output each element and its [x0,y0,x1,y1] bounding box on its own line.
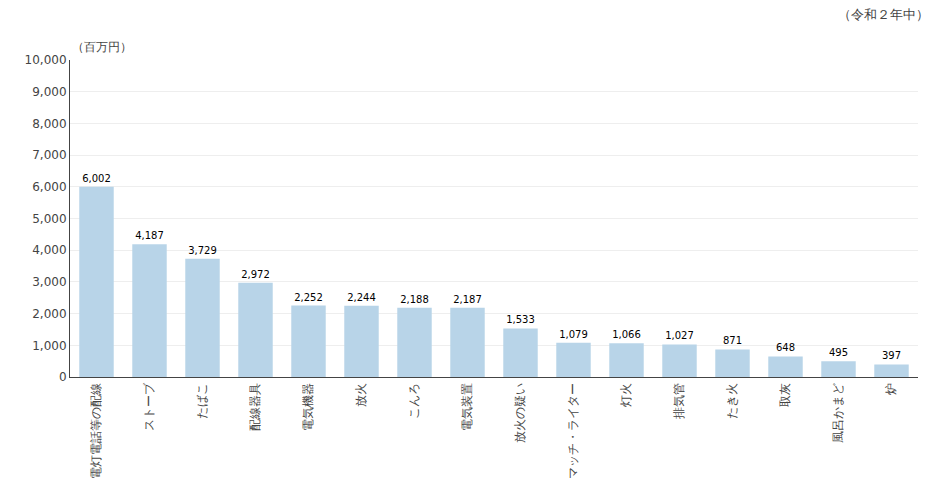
svg-text:放火: 放火 [354,383,368,407]
svg-text:10,000: 10,000 [25,53,67,67]
svg-text:6,002: 6,002 [82,173,111,184]
svg-text:放火の疑い: 放火の疑い [513,383,527,443]
svg-text:（令和２年中）: （令和２年中） [838,7,929,22]
svg-text:648: 648 [776,342,795,353]
svg-text:1,079: 1,079 [559,329,588,340]
svg-text:2,187: 2,187 [453,294,482,305]
svg-text:2,000: 2,000 [32,307,66,321]
svg-text:2,188: 2,188 [400,294,429,305]
svg-text:たき火: たき火 [725,383,739,419]
svg-text:1,066: 1,066 [612,329,641,340]
svg-text:こんろ: こんろ [407,383,421,419]
svg-text:2,252: 2,252 [294,292,323,303]
svg-text:電灯電話等の配線: 電灯電話等の配線 [89,383,103,479]
svg-text:397: 397 [882,350,901,361]
svg-text:7,000: 7,000 [32,148,66,162]
svg-text:495: 495 [829,347,848,358]
svg-text:炉: 炉 [884,383,898,395]
svg-text:3,000: 3,000 [32,275,66,289]
svg-text:（百万円）: （百万円） [72,40,132,54]
svg-text:6,000: 6,000 [32,180,66,194]
svg-text:1,533: 1,533 [506,314,535,325]
svg-text:1,000: 1,000 [32,339,66,353]
svg-text:871: 871 [723,335,742,346]
svg-text:4,187: 4,187 [135,230,164,241]
svg-text:マッチ・ライター: マッチ・ライター [566,383,580,479]
svg-text:排気管: 排気管 [672,383,686,419]
svg-text:9,000: 9,000 [32,85,66,99]
svg-text:1,027: 1,027 [665,330,694,341]
svg-text:電気機器: 電気機器 [301,383,315,431]
svg-text:電気装置: 電気装置 [460,383,474,431]
svg-text:風呂かまど: 風呂かまど [831,383,845,443]
svg-text:4,000: 4,000 [32,243,66,257]
svg-text:灯火: 灯火 [619,383,633,407]
svg-text:たばこ: たばこ [195,383,209,419]
svg-text:2,244: 2,244 [347,292,376,303]
svg-text:配線器具: 配線器具 [248,383,262,431]
svg-text:3,729: 3,729 [188,245,217,256]
svg-text:取灰: 取灰 [778,383,792,407]
svg-text:8,000: 8,000 [32,117,66,131]
svg-text:5,000: 5,000 [32,212,66,226]
svg-text:ストーブ: ストーブ [142,382,156,431]
svg-text:0: 0 [59,370,67,384]
svg-text:2,972: 2,972 [241,269,270,280]
